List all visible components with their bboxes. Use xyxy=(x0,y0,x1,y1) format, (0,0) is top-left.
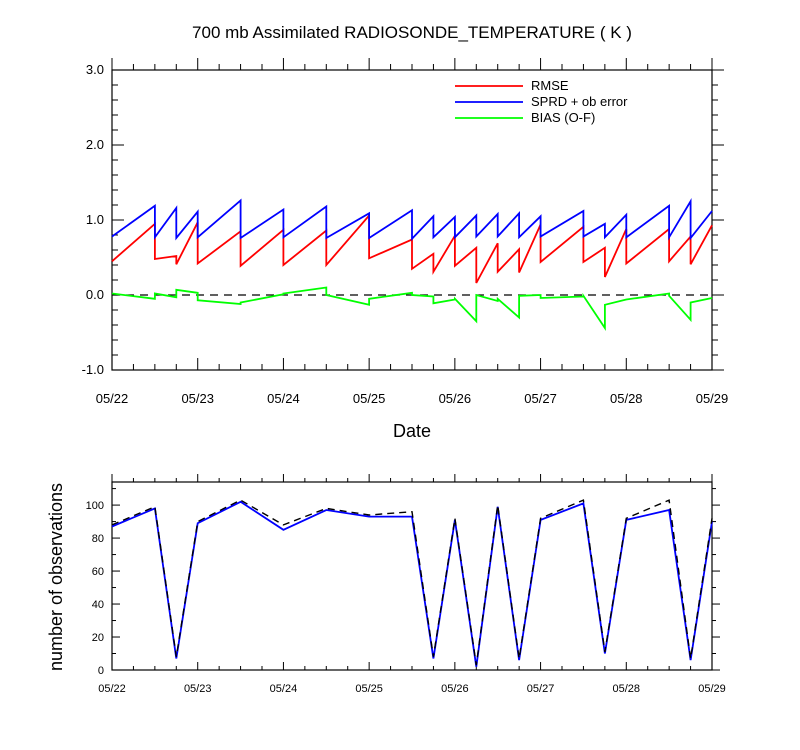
y-tick-label: 2.0 xyxy=(86,137,104,152)
bottom-panel: 05/22 05/23 05/24 05/25 05/26 05/27 05/28 05/29… xyxy=(46,474,726,695)
legend-label: SPRD + ob error xyxy=(531,94,628,109)
x-tick-label: 05/23 xyxy=(184,683,212,695)
x-tick-label: 05/23 xyxy=(181,391,214,406)
x-tick-label: 05/26 xyxy=(439,391,472,406)
y-tick-label: 60 xyxy=(92,566,104,578)
chart-title: 700 mb Assimilated RADIOSONDE_TEMPERATUR… xyxy=(192,23,632,42)
y-axis-label-observations: number of observations xyxy=(46,483,66,671)
series-line-sprd-ob-error xyxy=(111,198,713,242)
legend-label: RMSE xyxy=(531,78,569,93)
y-tick-label: 80 xyxy=(92,533,104,545)
x-tick-label: 05/28 xyxy=(610,391,643,406)
x-tick-label: 05/27 xyxy=(524,391,557,406)
top-plot-area: 05/22 05/23 05/24 05/25 05/26 05/27 05/28 05/29… xyxy=(82,58,729,406)
series-line-possible xyxy=(111,499,713,666)
x-tick-label: 05/22 xyxy=(98,683,126,695)
x-axis-label: Date xyxy=(393,421,431,441)
x-tick-label: 05/24 xyxy=(270,683,298,695)
series-line-bias-o-f xyxy=(111,286,713,331)
y-tick-label: 3.0 xyxy=(86,62,104,77)
series-line-rmse xyxy=(111,213,713,284)
y-tick-label: 0 xyxy=(98,665,104,677)
x-tick-label: 05/29 xyxy=(696,391,729,406)
x-tick-label: 05/25 xyxy=(355,683,383,695)
y-tick-label: 100 xyxy=(86,500,104,512)
x-tick-label: 05/26 xyxy=(441,683,469,695)
x-tick-label: 05/29 xyxy=(698,683,726,695)
y-tick-label: 40 xyxy=(92,599,104,611)
y-tick-label: -1.0 xyxy=(82,362,104,377)
top-panel: 700 mb Assimilated RADIOSONDE_TEMPERATUR… xyxy=(82,23,729,441)
x-tick-label: 05/25 xyxy=(353,391,386,406)
y-tick-label: 20 xyxy=(92,632,104,644)
bottom-plot-area: 05/22 05/23 05/24 05/25 05/26 05/27 05/28 05/29… xyxy=(86,474,726,695)
x-tick-label: 05/24 xyxy=(267,391,300,406)
series-line-assimilated xyxy=(111,500,713,667)
x-tick-label: 05/22 xyxy=(96,391,129,406)
legend-label: BIAS (O-F) xyxy=(531,110,595,125)
y-tick-label: 0.0 xyxy=(86,287,104,302)
plot-frame xyxy=(111,481,713,671)
x-tick-label: 05/28 xyxy=(613,683,641,695)
y-tick-label: 1.0 xyxy=(86,212,104,227)
x-tick-label: 05/27 xyxy=(527,683,555,695)
